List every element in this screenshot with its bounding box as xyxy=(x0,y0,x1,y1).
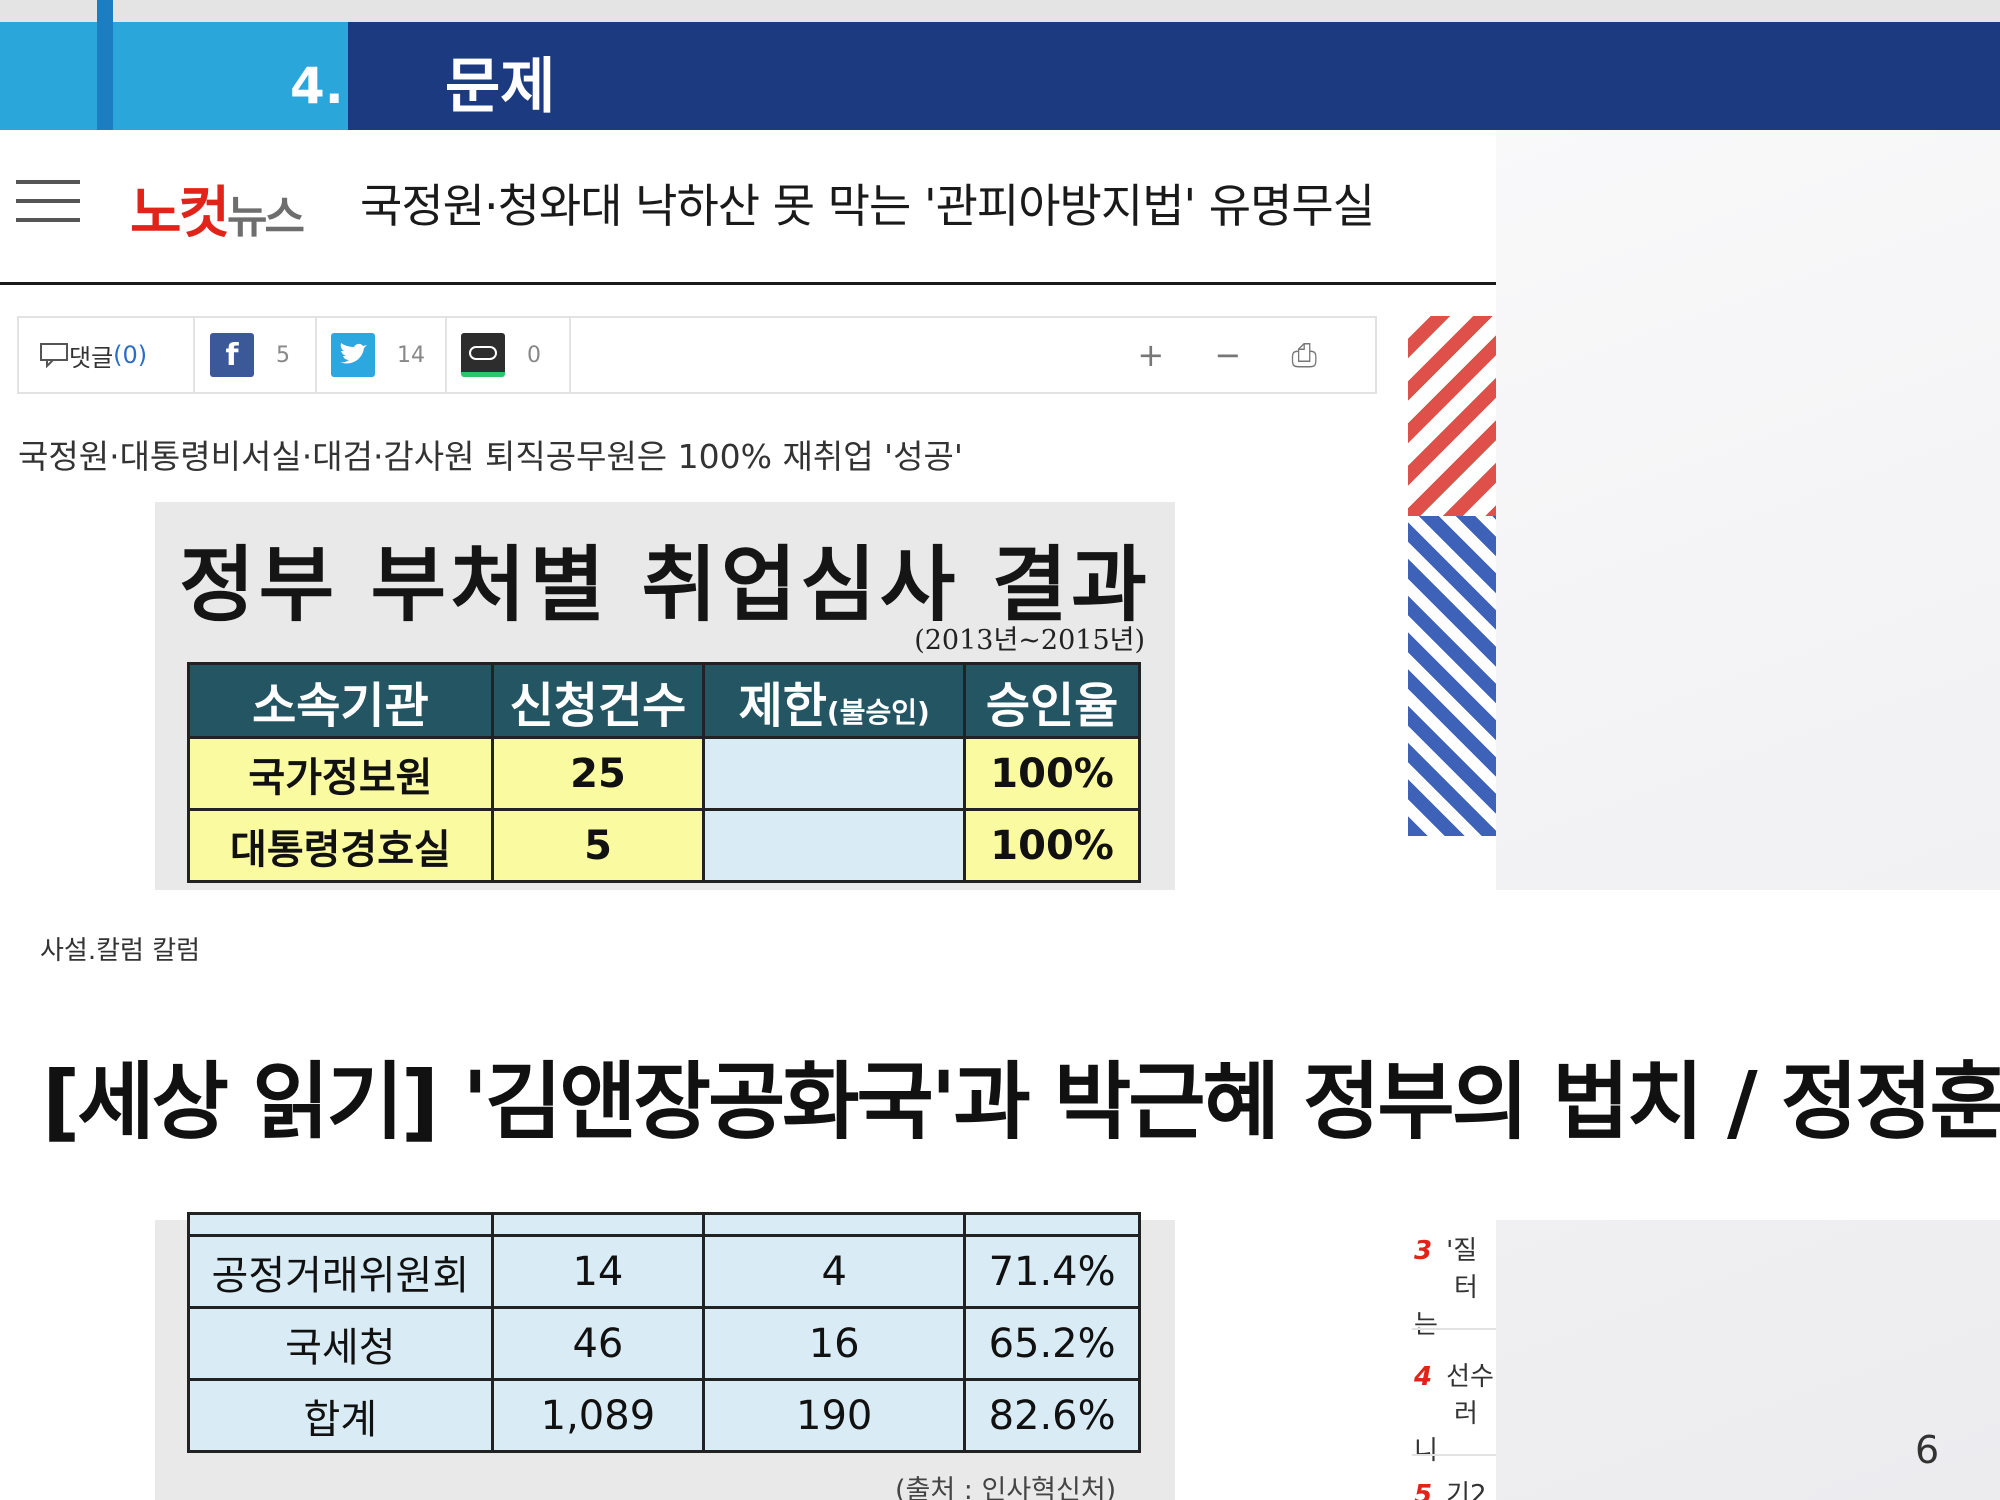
cell-approval-rate: 100% xyxy=(963,736,1141,811)
cell-approval-rate: 65.2% xyxy=(963,1306,1141,1381)
comment-label: 댓글 xyxy=(69,343,114,372)
cell-applications: 25 xyxy=(490,736,706,811)
rank-text-2: 터는 xyxy=(1414,1273,1478,1340)
table-header-row: 소속기관 신청건수 제한(불승인) 승인율 xyxy=(187,662,1141,739)
header-restricted-note: (불승인) xyxy=(826,695,930,729)
logo-gray-text: 뉴스 xyxy=(227,192,305,243)
cell-hidden xyxy=(702,1212,967,1237)
ad-blue-stripes xyxy=(1408,516,1496,836)
table-row: 공정거래위원회 14 4 71.4% xyxy=(187,1234,1141,1309)
facebook-count: 5 xyxy=(276,342,290,368)
top-strip xyxy=(0,0,2000,22)
cell-agency: 공정거래위원회 xyxy=(187,1234,494,1309)
side-advertisement[interactable] xyxy=(1408,316,1496,836)
news-subheadline: 국정원·대통령비서실·대검·감사원 퇴직공무원은 100% 재취업 '성공' xyxy=(18,437,963,476)
page-number: 6 xyxy=(1915,1428,1940,1472)
ranking-divider xyxy=(1412,1328,1496,1330)
rank-number: 4 xyxy=(1414,1362,1433,1392)
cell-hidden xyxy=(963,1212,1141,1237)
chart-title: 정부 부처별 취업심사 결과 xyxy=(179,538,1151,633)
table-row: 국세청 46 16 65.2% xyxy=(187,1306,1141,1381)
header-accent xyxy=(0,22,348,130)
cell-restricted xyxy=(702,808,967,883)
cell-applications: 14 xyxy=(490,1234,706,1309)
twitter-count: 14 xyxy=(397,342,425,368)
ranking-divider xyxy=(1412,1454,1496,1456)
comment-button[interactable]: 댓글 (0) xyxy=(19,318,195,392)
header-applications: 신청건수 xyxy=(490,662,706,739)
cell-hidden xyxy=(187,1212,494,1237)
twitter-icon xyxy=(331,333,375,377)
band-icon xyxy=(461,333,505,377)
rank-text-2: 러니 xyxy=(1414,1399,1478,1466)
header-restricted-label: 제한 xyxy=(738,677,827,734)
cell-approval-rate: 82.6% xyxy=(963,1378,1141,1453)
cell-agency: 대통령경호실 xyxy=(187,808,494,883)
band-count: 0 xyxy=(527,342,541,368)
cell-agency: 국가정보원 xyxy=(187,736,494,811)
cell-approval-rate: 100% xyxy=(963,808,1141,883)
header-agency: 소속기관 xyxy=(187,662,494,739)
facebook-icon: f xyxy=(210,333,254,377)
chart-source: (출처 : 인사혁신처) xyxy=(895,1475,1117,1500)
facebook-share-button[interactable]: f 5 xyxy=(195,318,317,392)
cell-hidden xyxy=(490,1212,706,1237)
header-approval-rate: 승인율 xyxy=(963,662,1141,739)
rank-number: 3 xyxy=(1414,1236,1433,1266)
top-strip-tick xyxy=(97,0,113,22)
hamburger-menu-icon[interactable] xyxy=(16,180,80,226)
table-row-partial xyxy=(187,1212,1141,1237)
employment-review-table-bottom: 공정거래위원회 14 4 71.4% 국세청 46 16 65.2% 합계 1,… xyxy=(187,1212,1141,1453)
hani-category[interactable]: 사설.칼럼 칼럼 xyxy=(40,936,201,966)
table-total-row: 합계 1,089 190 82.6% xyxy=(187,1378,1141,1453)
social-toolbar: 댓글 (0) f 5 14 0 + − ⎙ xyxy=(17,316,1377,394)
cell-restricted: 16 xyxy=(702,1306,967,1381)
comment-count: (0) xyxy=(113,341,148,369)
zoom-print-controls[interactable]: + − ⎙ xyxy=(1137,336,1337,374)
cell-agency: 합계 xyxy=(187,1378,494,1453)
table-row: 대통령경호실 5 100% xyxy=(187,808,1141,883)
headline-divider xyxy=(0,282,1496,285)
table-row: 국가정보원 25 100% xyxy=(187,736,1141,811)
ranking-item[interactable]: 5 기2 xyxy=(1414,1474,1487,1500)
hani-headline: [세상 읽기] '김앤장공화국'과 박근혜 정부의 법치 / 정정훈 xyxy=(42,1053,2000,1151)
cell-agency: 국세청 xyxy=(187,1306,494,1381)
rank-text: '질 xyxy=(1446,1236,1478,1266)
chart-period: (2013년~2015년) xyxy=(914,625,1145,656)
nocut-news-logo[interactable]: 노컷뉴스 xyxy=(130,168,305,249)
header-restricted: 제한(불승인) xyxy=(702,662,967,739)
cell-restricted xyxy=(702,736,967,811)
cell-approval-rate: 71.4% xyxy=(963,1234,1141,1309)
rank-text: 선수 xyxy=(1446,1362,1494,1392)
band-share-button[interactable]: 0 xyxy=(447,318,571,392)
cell-applications: 1,089 xyxy=(490,1378,706,1453)
hani-article-overlay: 사설.칼럼 칼럼 [세상 읽기] '김앤장공화국'과 박근혜 정부의 법치 / … xyxy=(0,890,2000,1220)
cell-applications: 46 xyxy=(490,1306,706,1381)
news-headline: 국정원·청와대 낙하산 못 막는 '관피아방지법' 유명무실 xyxy=(360,179,1375,233)
header-accent-bar xyxy=(97,22,113,130)
slide-title: 문제 xyxy=(445,52,556,122)
rank-text: 기2 xyxy=(1446,1480,1487,1500)
section-number: 4. xyxy=(290,57,344,115)
logo-red-text: 노컷 xyxy=(130,181,230,246)
header-bar xyxy=(348,22,2000,130)
speech-bubble-icon xyxy=(40,343,68,368)
cell-restricted: 4 xyxy=(702,1234,967,1309)
rank-number: 5 xyxy=(1414,1480,1433,1500)
employment-review-table-top: 소속기관 신청건수 제한(불승인) 승인율 국가정보원 25 100% 대통령경… xyxy=(187,662,1141,883)
cell-restricted: 190 xyxy=(702,1378,967,1453)
twitter-share-button[interactable]: 14 xyxy=(317,318,447,392)
cell-applications: 5 xyxy=(490,808,706,883)
